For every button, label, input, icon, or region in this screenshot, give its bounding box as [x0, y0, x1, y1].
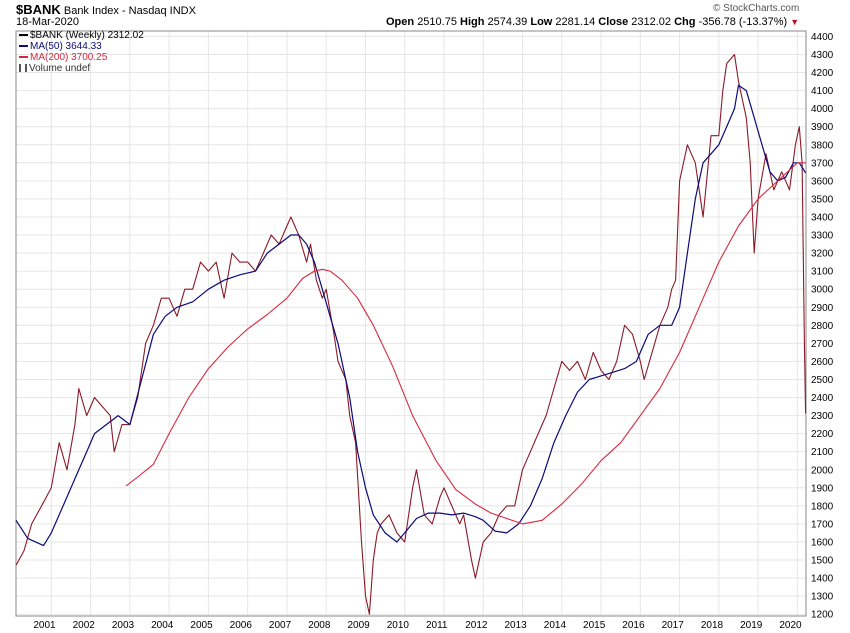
exchange: INDX [169, 5, 196, 17]
y-tick-label: 1600 [811, 537, 834, 548]
y-tick-label: 2400 [811, 393, 834, 404]
chart-series [15, 53, 807, 615]
y-tick-label: 4100 [811, 86, 834, 97]
y-tick-label: 2300 [811, 411, 834, 422]
y-tick-label: 3900 [811, 122, 834, 133]
chart-title: $BANK Bank Index - Nasdaq INDX [16, 2, 196, 17]
x-axis: 2001 2002 2003 2004 2005 2006 2007 2008 2009 2010… [33, 620, 802, 631]
x-tick-label: 2007 [269, 620, 292, 631]
y-tick-label: 2000 [811, 465, 834, 476]
y-tick-label: 4000 [811, 104, 834, 115]
chg-label: Chg [674, 16, 696, 28]
x-tick-label: 2013 [505, 620, 528, 631]
x-tick-label: 2016 [622, 620, 645, 631]
x-tick-label: 2011 [426, 620, 448, 631]
y-tick-label: 2900 [811, 303, 834, 314]
y-tick-label: 2800 [811, 321, 834, 332]
ohlc-summary: Open 2510.75 High 2574.39 Low 2281.14 Cl… [386, 16, 799, 28]
y-tick-label: 3700 [811, 158, 834, 169]
y-tick-label: 3500 [811, 194, 834, 205]
y-tick-label: 1900 [811, 483, 834, 494]
x-tick-label: 2009 [347, 620, 370, 631]
x-tick-label: 2019 [740, 620, 763, 631]
x-tick-label: 2003 [112, 620, 135, 631]
symbol: $BANK [16, 2, 61, 17]
series-line-ma200 [125, 162, 806, 525]
legend-line-icon [19, 34, 28, 37]
y-tick-label: 2600 [811, 357, 834, 368]
y-axis: 1200 1300 1400 1500 1600 1700 1800 1900 2000 2100… [811, 32, 834, 621]
x-tick-label: 2012 [465, 620, 488, 631]
y-tick-label: 3600 [811, 176, 834, 187]
low-value: 2281.14 [555, 16, 596, 28]
x-tick-label: 2008 [308, 620, 331, 631]
x-tick-label: 2015 [583, 620, 606, 631]
y-tick-label: 1500 [811, 556, 834, 567]
y-tick-label: 4400 [811, 32, 834, 43]
y-tick-label: 4300 [811, 50, 834, 61]
y-tick-label: 3000 [811, 285, 834, 296]
chart-gridlines [16, 31, 806, 616]
low-label: Low [530, 16, 553, 28]
y-tick-label: 3200 [811, 249, 834, 260]
x-tick-label: 2006 [230, 620, 253, 631]
y-tick-label: 3400 [811, 212, 834, 223]
legend-line-icon [19, 56, 28, 59]
x-tick-label: 2018 [701, 620, 724, 631]
y-tick-label: 4200 [811, 68, 834, 79]
high-label: High [460, 16, 485, 28]
y-tick-label: 3300 [811, 231, 834, 242]
index-name: Bank Index - Nasdaq [63, 5, 167, 17]
y-tick-label: 1200 [811, 610, 834, 621]
high-value: 2574.39 [487, 16, 528, 28]
y-tick-label: 3100 [811, 267, 834, 278]
chg-value: -356.78 (-13.37%) [698, 16, 788, 28]
series-line-ma50 [15, 84, 807, 547]
legend-volume: Volume undef [19, 63, 144, 74]
y-tick-label: 1400 [811, 574, 834, 585]
legend-ma200: MA(200) 3700.25 [19, 52, 144, 63]
x-tick-label: 2004 [151, 620, 174, 631]
y-tick-label: 2500 [811, 375, 834, 386]
x-tick-label: 2014 [544, 620, 567, 631]
y-tick-label: 1300 [811, 592, 834, 603]
chart-legend: $BANK (Weekly) 2312.02 MA(50) 3644.33 MA… [19, 30, 144, 74]
y-tick-label: 1700 [811, 519, 834, 530]
legend-line-icon [19, 45, 28, 48]
chart-date: 18-Mar-2020 [16, 16, 79, 28]
open-value: 2510.75 [417, 16, 457, 28]
legend-price: $BANK (Weekly) 2312.02 [19, 30, 144, 41]
open-label: Open [386, 16, 415, 28]
close-value: 2312.02 [631, 16, 672, 28]
series-line-price [15, 53, 807, 615]
x-tick-label: 2017 [662, 620, 685, 631]
plot-frame [15, 30, 807, 617]
x-tick-label: 2020 [779, 620, 802, 631]
y-tick-label: 2200 [811, 429, 834, 440]
y-tick-label: 2100 [811, 447, 834, 458]
brand-logo: © StockCharts.com [713, 3, 800, 14]
close-label: Close [598, 16, 629, 28]
down-arrow-icon: ▼ [790, 17, 800, 27]
volume-bars-icon [19, 64, 27, 73]
x-tick-label: 2001 [33, 620, 56, 631]
x-tick-label: 2002 [73, 620, 96, 631]
x-tick-label: 2005 [190, 620, 213, 631]
x-tick-label: 2010 [387, 620, 410, 631]
y-tick-label: 3800 [811, 140, 834, 151]
legend-ma50: MA(50) 3644.33 [19, 41, 144, 52]
y-tick-label: 1800 [811, 501, 834, 512]
y-tick-label: 2700 [811, 339, 834, 350]
